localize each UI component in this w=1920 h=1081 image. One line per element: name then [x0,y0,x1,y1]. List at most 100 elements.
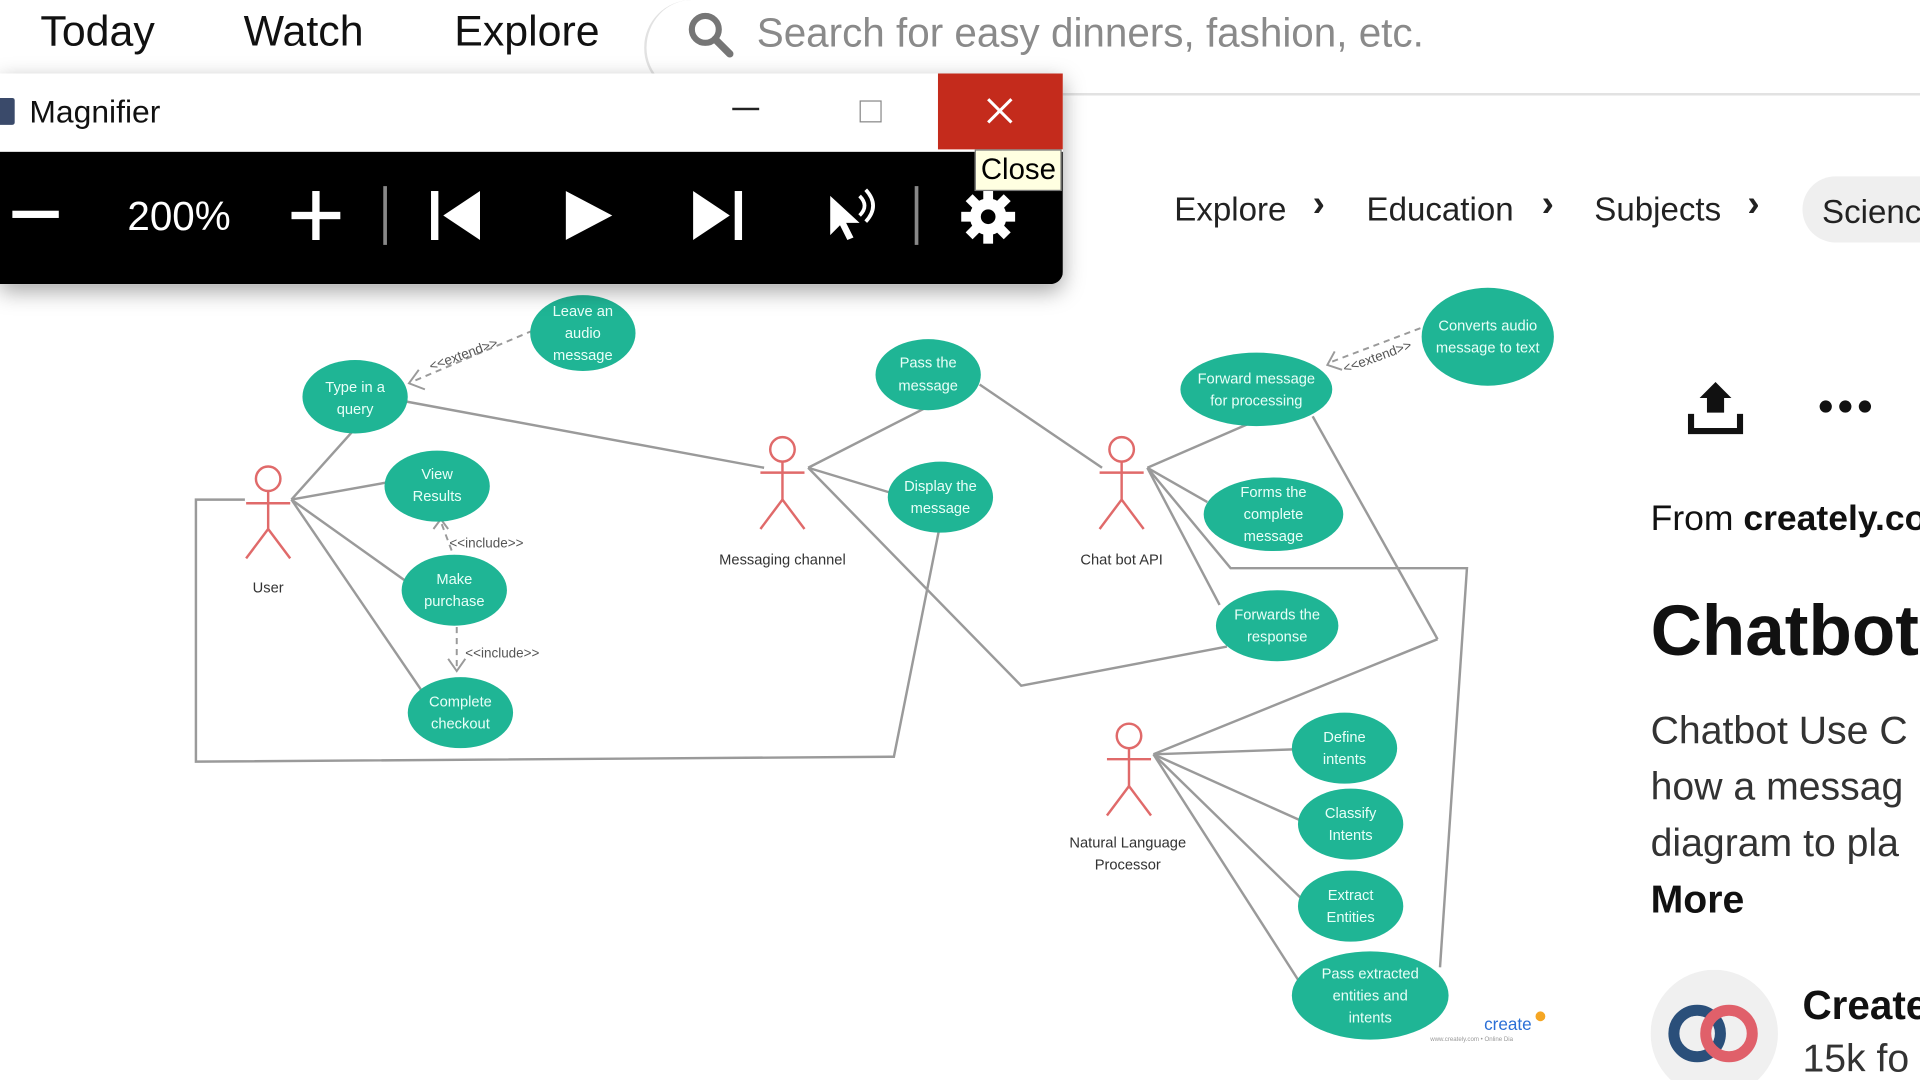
pin-desc-line-2: how a messag [1650,764,1904,809]
usecase-text: Forward message [1198,371,1316,387]
play-icon[interactable] [565,191,615,241]
skip-back-icon[interactable] [431,191,482,241]
creately-watermark-small: www.creately.com • Online Dia [1429,1036,1513,1043]
toolbar-divider [383,186,387,245]
magnifier-title: Magnifier [29,93,161,130]
creator-avatar[interactable] [1650,969,1778,1081]
toolbar-divider [914,186,919,245]
usecase-text: intents [1349,1010,1392,1026]
magnifier-window: Magnifier 200% [0,73,1063,285]
actor-chat-bot-api [1098,435,1145,530]
usecase-converts-audio [1421,287,1554,386]
more-options-icon[interactable] [1817,397,1873,417]
usecase-view-results [384,450,490,522]
usecase-text: message [553,348,613,364]
include-label-2: <<include>> [465,646,539,661]
usecase-classify-intents [1297,788,1404,860]
extend-label-2: <<extend>> [1341,337,1414,376]
creator-followers: 15k fo [1802,1035,1910,1081]
usecase-text: Forwards the [1234,608,1320,624]
chevron-right-icon: › [1541,183,1554,225]
creator-name[interactable]: Create [1802,982,1920,1028]
close-tooltip: Close [974,149,1063,192]
chevron-right-icon: › [1312,183,1325,225]
maximize-button[interactable] [859,100,882,123]
usecase-text: Entities [1327,910,1375,926]
usecase-text: message [911,501,971,517]
usecase-type-query [302,360,408,434]
pin-desc-line-3: diagram to pla [1650,820,1899,865]
usecase-text: Converts audio [1438,319,1537,335]
zoom-level: 200% [127,193,231,239]
close-button[interactable] [937,73,1063,150]
actor-label-chatbot: Chat bot API [1080,552,1162,568]
usecase-text: Display the [904,479,977,495]
search-input[interactable]: Search for easy dinners, fashion, etc. [756,9,1424,56]
usecase-text: complete [1244,507,1304,523]
usecase-pass-message [875,339,981,411]
zoom-in-button[interactable] [291,191,341,241]
close-icon [987,98,1013,124]
actor-label-nlp-1: Natural Language [1069,835,1186,851]
usecase-text: Classify [1325,806,1377,822]
nav-watch[interactable]: Watch [243,7,364,56]
use-case-ellipses [302,287,1554,1040]
usecase-text: intents [1323,752,1366,768]
pin-desc-line-1: Chatbot Use C [1650,707,1908,752]
breadcrumb-explore[interactable]: Explore [1174,191,1287,228]
skip-forward-icon[interactable] [693,191,744,241]
pin-source: From creately.co [1651,500,1920,540]
usecase-text: Type in a [325,380,385,396]
extend-label-1: <<extend>> [427,335,500,374]
share-icon[interactable] [1687,377,1744,436]
usecase-text: Results [413,489,462,505]
pin-source-prefix: From [1650,499,1744,539]
magnifier-app-icon [0,97,15,125]
usecase-text: Leave an [553,304,613,320]
breadcrumb-science[interactable]: Science [1802,176,1920,243]
magnifier-titlebar[interactable]: Magnifier [0,73,1063,152]
usecase-forward-processing [1180,352,1333,427]
gear-icon[interactable] [960,189,1016,245]
include-label-1: <<include>> [449,535,523,550]
usecase-text: Pass the [900,355,957,371]
usecase-text: message [1244,529,1304,545]
usecase-define-intents [1291,712,1398,784]
actor-label-user: User [253,581,284,597]
actor-messaging-channel [759,435,806,530]
breadcrumb-education[interactable]: Education [1366,191,1514,228]
usecase-text: Forms the [1240,485,1306,501]
creately-watermark: create [1484,1014,1532,1034]
usecase-text: query [337,402,374,418]
usecase-text: Pass extracted [1322,966,1419,982]
usecase-make-purchase [401,554,507,626]
usecase-leave-audio [530,295,636,372]
usecase-display-message [887,461,994,533]
actor-label-messaging: Messaging channel [719,552,846,568]
watermark-dot-icon [1535,1011,1546,1022]
read-from-here-icon[interactable] [823,186,879,242]
actor-user [245,465,292,560]
usecase-forms-complete [1203,477,1344,552]
zoom-out-button[interactable] [12,210,61,221]
usecase-text: purchase [424,594,484,610]
usecase-text: message [898,379,958,395]
nav-explore[interactable]: Explore [454,7,600,56]
pin-title: Chatbot [1650,591,1919,672]
usecase-text: response [1247,630,1307,646]
usecase-pass-extracted [1291,951,1449,1040]
usecase-text: Intents [1329,828,1373,844]
usecase-text: Make [436,572,472,588]
association-lines [194,383,1469,981]
more-link[interactable]: More [1650,876,1745,921]
minimize-button[interactable] [732,107,760,111]
usecase-complete-checkout [407,677,514,749]
search-icon [688,12,734,58]
breadcrumb-science-label: Science [1822,193,1920,231]
breadcrumb-subjects[interactable]: Subjects [1594,191,1722,228]
magnifier-toolbar: 200% [0,151,1063,285]
pin-source-link[interactable]: creately.co [1743,499,1920,539]
usecase-text: Define [1323,730,1365,746]
nav-today[interactable]: Today [40,7,155,56]
usecase-text: Complete [429,695,492,711]
